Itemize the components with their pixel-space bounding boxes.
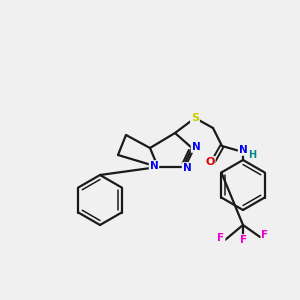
Text: N: N (192, 142, 200, 152)
Text: F: F (218, 233, 225, 243)
Text: H: H (248, 150, 256, 160)
Text: N: N (150, 161, 158, 171)
Text: N: N (238, 145, 247, 155)
Text: O: O (205, 157, 215, 167)
Text: N: N (183, 163, 191, 173)
Text: F: F (261, 230, 268, 240)
Text: F: F (240, 235, 247, 245)
Text: S: S (191, 113, 199, 123)
